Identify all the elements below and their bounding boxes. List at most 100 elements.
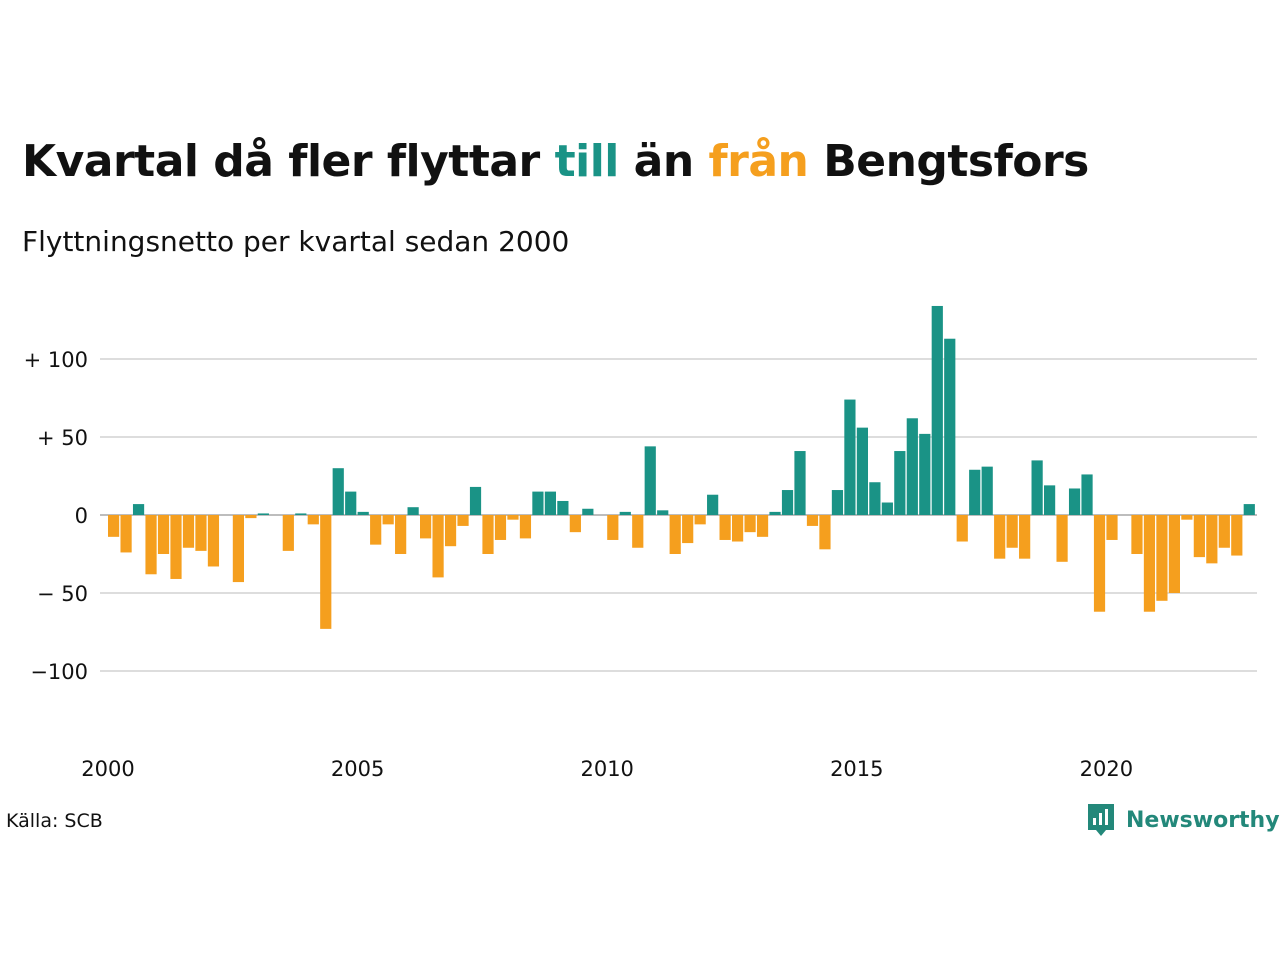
bar-2015-k3 [881,502,893,515]
bar-2012-k2 [719,515,731,540]
bar-2020-k4 [1143,515,1156,612]
bar-2022-k3 [1231,515,1243,556]
bar-2008-k1 [507,515,519,520]
bar-2000-k2 [120,515,132,553]
bar-2002-k1 [207,515,220,567]
bar-2005-k1 [357,511,369,515]
bar-2001-k2 [170,515,182,579]
chart-title: Kvartal då fler flyttar till än från Ben… [22,132,1089,192]
bar-2001-k4 [195,515,207,551]
bar-2022-k2 [1218,515,1230,548]
bar-2007-k2 [469,486,482,515]
bar-2011-k4 [694,515,706,525]
title-part-2: än [618,136,709,187]
bar-2004-k2 [320,515,332,629]
bar-2006-k3 [432,515,444,578]
y-tick-label: + 100 [24,348,88,372]
bar-2018-k1 [1006,515,1018,548]
bar-2013-k1 [756,515,769,537]
bar-2013-k3 [781,490,794,515]
bar-2020-k1 [1106,515,1118,540]
bar-2021-k4 [1193,515,1205,558]
bar-2011-k2 [669,515,681,554]
bar-2015-k2 [869,482,881,515]
bar-2010-k3 [632,515,644,548]
bar-2001-k3 [182,515,195,548]
bar-2003-k3 [282,515,294,551]
title-word-till: till [554,136,620,187]
bar-2011-k3 [682,515,694,544]
bar-2007-k4 [494,515,507,540]
bar-2013-k2 [769,511,781,515]
x-tick-label: 2015 [830,757,883,781]
bar-2009-k1 [557,500,569,515]
bar-2015-k1 [856,427,868,515]
bar-2018-k2 [1019,515,1031,559]
bar-2010-k2 [619,511,631,515]
bar-2017-k4 [994,515,1006,559]
bar-2008-k3 [532,491,544,515]
bar-2009-k3 [582,508,594,515]
x-tick-label: 2005 [331,757,384,781]
bar-2016-k3 [931,305,943,515]
bar-2019-k2 [1068,488,1081,515]
bar-2003-k1 [257,513,269,515]
y-tick-label: + 50 [37,426,88,450]
bar-2019-k3 [1081,474,1093,515]
bar-2000-k1 [108,515,120,537]
bar-2010-k4 [644,446,656,515]
bar-2016-k1 [906,418,918,515]
bar-2006-k2 [420,515,432,539]
bar-2005-k4 [395,515,407,554]
bar-2008-k4 [544,491,556,515]
bar-2007-k3 [482,515,494,554]
bar-2014-k4 [844,399,856,515]
bar-2012-k3 [732,515,744,542]
bar-2021-k2 [1168,515,1180,593]
newsworthy-logo-icon [1088,804,1114,836]
bar-2005-k3 [382,515,394,525]
bars [108,305,1255,629]
x-tick-label: 2010 [580,757,633,781]
title-word-fran: från [708,136,809,187]
bar-2009-k2 [569,515,581,533]
title-part-1: Kvartal då fler flyttar [22,136,555,187]
bar-2002-k3 [232,515,244,583]
bar-2020-k3 [1131,515,1143,554]
bar-2018-k4 [1044,485,1056,515]
bar-2004-k3 [332,468,344,515]
bar-2006-k4 [444,515,457,547]
bar-2018-k3 [1031,460,1043,515]
bar-2016-k2 [919,433,931,515]
bar-2016-k4 [944,338,956,515]
bar-2014-k1 [806,515,819,526]
bar-2019-k1 [1056,515,1068,562]
newsworthy-logo[interactable]: Newsworthy [1086,802,1280,838]
axis-labels: + 100 + 50 0 − 50 −100 2000 2005 2010 2015 2020 [24,348,1133,781]
bar-2022-k1 [1206,515,1218,564]
bar-2014-k2 [819,515,831,550]
bar-2004-k4 [345,491,357,515]
bar-chart: + 100 + 50 0 − 50 −100 2000 2005 2010 2015 2020 [24,305,1257,781]
bar-2003-k4 [295,513,307,515]
bar-2021-k3 [1181,515,1193,520]
y-tick-label: 0 [75,504,88,528]
bar-2002-k4 [245,515,257,519]
bar-2007-k1 [457,515,469,526]
bar-2015-k4 [894,451,906,515]
bar-2021-k1 [1156,515,1168,601]
bar-2004-k1 [307,515,319,525]
bar-2019-k4 [1093,515,1106,612]
bar-2017-k2 [969,469,981,515]
bar-2013-k4 [794,451,806,515]
bar-2000-k3 [132,504,145,515]
bar-2000-k4 [145,515,157,575]
title-part-3: Bengtsfors [808,136,1089,187]
x-tick-label: 2020 [1080,757,1133,781]
x-tick-label: 2000 [81,757,134,781]
y-tick-label: − 50 [37,582,88,606]
bar-2017-k3 [981,466,993,515]
bar-2001-k1 [157,515,170,554]
source-note: Källa: SCB [6,810,103,832]
y-tick-label: −100 [30,660,88,684]
